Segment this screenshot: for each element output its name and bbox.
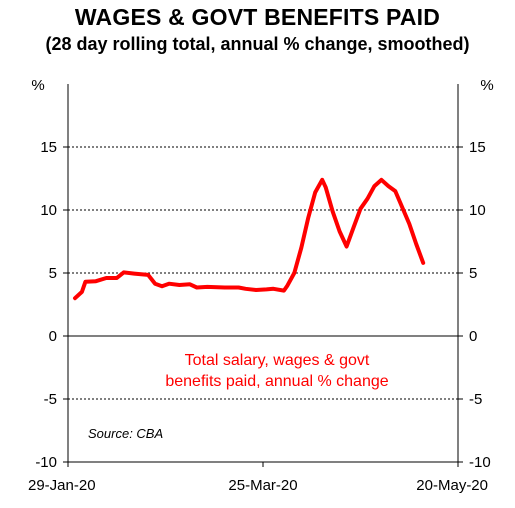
y-tick-label-right: -10 [469,454,491,471]
chart-text: 15 15 10 10 5 5 0 0 -5 -5 -10 -10 29-Jan-20 25-Mar-20… [28,77,494,494]
y-tick-label-right: -5 [469,391,482,408]
series-line [73,177,426,301]
x-tick-label: 25-Mar-20 [228,477,297,494]
y-tick-label-left: -5 [44,391,57,408]
y-axis-label-left: % [31,77,44,94]
y-tick-label-right: 10 [469,202,486,219]
chart-subtitle: (28 day rolling total, annual % change, … [45,34,470,54]
y-tick-label-left: 10 [40,202,57,219]
axes [63,84,463,467]
y-tick-label-right: 0 [469,328,477,345]
series-annotation: Total salary, wages & govt [185,352,370,369]
y-tick-label-left: 5 [49,265,57,282]
source-note: Source: CBA [88,426,163,441]
y-tick-label-left: 0 [49,328,57,345]
y-tick-label-left: 15 [40,139,57,156]
x-tick-label: 20-May-20 [416,477,488,494]
y-tick-label-right: 5 [469,265,477,282]
y-tick-label-right: 15 [469,139,486,156]
series-layer [73,177,426,301]
x-tick-label: 29-Jan-20 [28,477,96,494]
y-axis-label-right: % [480,77,493,94]
y-tick-label-left: -10 [35,454,57,471]
chart-title: WAGES & GOVT BENEFITS PAID [74,4,441,30]
series-annotation: benefits paid, annual % change [165,373,388,390]
